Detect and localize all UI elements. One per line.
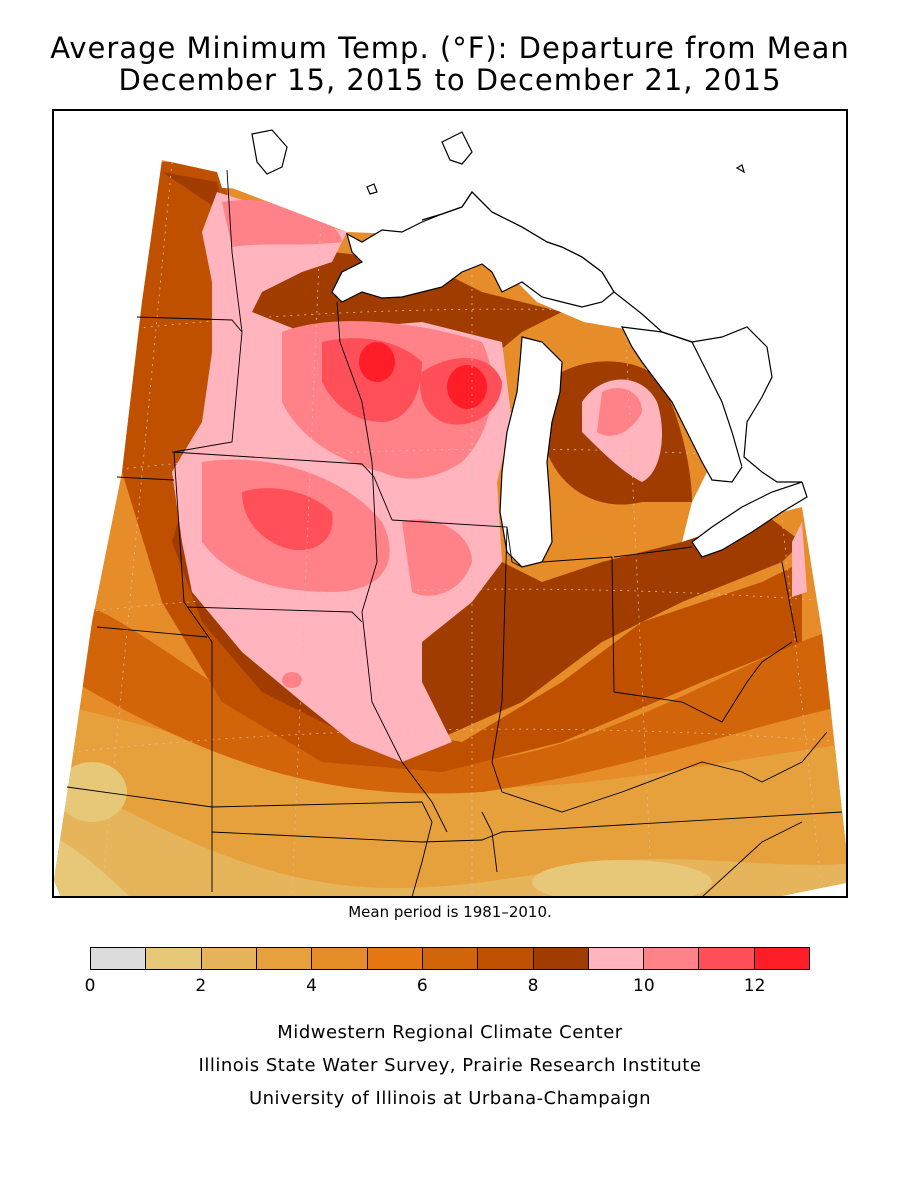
legend-swatch [754,948,810,969]
legend-swatch [588,948,645,969]
legend-tick-label: 12 [743,976,766,996]
legend-swatch [91,948,147,969]
legend-swatch [312,948,368,969]
credit-line: Midwestern Regional Climate Center [277,1022,623,1043]
mean-period-note: Mean period is 1981–2010. [348,903,552,921]
map-title: Average Minimum Temp. (°F): Departure fr… [50,31,850,65]
legend-swatch [644,948,700,969]
legend-swatch [146,948,202,969]
map-date-range: December 15, 2015 to December 21, 2015 [118,63,782,97]
legend-tick-label: 6 [416,976,428,996]
legend-swatch [699,948,755,969]
legend-swatch [478,948,534,969]
great-lakes [162,114,846,568]
legend-swatch [422,948,479,969]
legend-swatch [201,948,257,969]
legend-tick-label: 10 [633,976,655,996]
legend-tick-label: 4 [306,976,317,996]
legend-swatch [533,948,589,969]
legend-tick-label: 2 [195,976,207,996]
state-boundaries [66,169,843,896]
legend-tick-label: 0 [84,976,96,996]
legend-swatch [256,948,313,969]
credit-line: Illinois State Water Survey, Prairie Res… [198,1055,702,1076]
legend-tick-label: 8 [527,976,539,996]
legend-swatch [367,948,423,969]
credit-line: University of Illinois at Urbana-Champai… [248,1088,652,1109]
color-scale-legend [90,947,810,970]
map-frame [52,109,848,898]
map-canvas [54,114,846,896]
